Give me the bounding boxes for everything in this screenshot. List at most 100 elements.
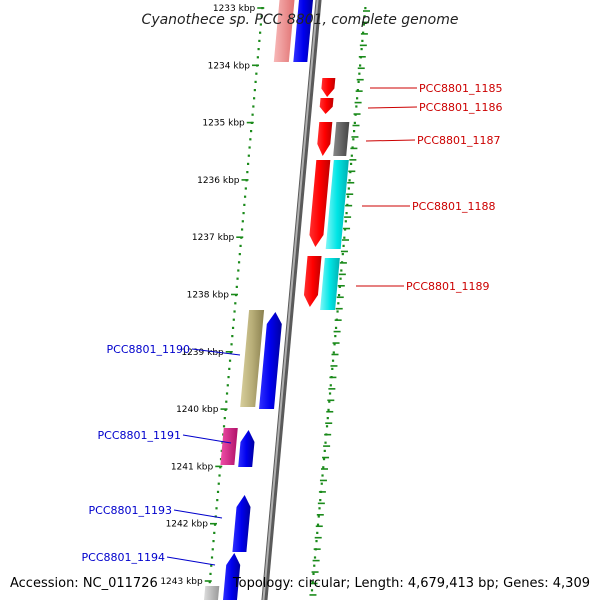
left-guide-dot [260,15,263,18]
right-guide-dot [363,15,366,18]
left-guide-dot [241,220,244,223]
leader-line [365,139,416,142]
gene-label-pcc8801-1189: PCC8801_1189 [406,280,489,293]
left-guide-dot [242,212,245,215]
left-guide-dot [253,89,256,92]
right-guide-dot [322,466,325,469]
left-guide-dot [246,171,249,174]
left-guide-dot [210,556,214,559]
leader-line [166,556,216,566]
gene-shape [293,0,314,62]
gene-shape [320,258,340,310]
right-guide-dot [328,392,332,395]
left-guide-dot [213,531,216,534]
kbp-tick-label: 1241 kbp [171,462,214,472]
right-guide-dot [362,31,365,34]
right-guide-dot [364,7,367,10]
right-guide-dot [310,589,314,592]
kbp-scale: 1233 kbp 1234 kbp 1235 kbp 1236 kbp 1237 kbp… [160,4,255,587]
right-guide-dot [323,449,326,452]
right-guide-dot [352,138,355,141]
left-guide-dot [238,253,241,256]
left-guide-dot [209,572,212,575]
left-guide-dot [217,482,220,485]
right-guide-dot [319,499,322,502]
right-guide-dot [316,523,320,526]
right-guide-dot [342,244,345,247]
leader-line [173,509,223,519]
accession-text: Accession: NC_011726 [10,576,158,591]
right-guide-dot [352,130,356,133]
left-guide-dot [231,326,235,329]
right-guide-dot [328,400,331,403]
left-guide-dot [225,400,228,403]
left-guide-dot [252,105,255,108]
right-guide-dot [343,236,346,239]
left-guide-dot [249,138,252,141]
left-guide-dot [226,384,229,387]
right-guide-dot [358,72,361,75]
left-guide-dot [227,376,230,379]
right-guide-dot [322,458,326,461]
left-guide-dot [233,310,236,313]
gene-shape-pcc8801-1193 [232,495,251,552]
right-guide-dot [339,277,342,280]
topology-text: Topology: circular; Length: 4,679,413 bp… [232,576,590,591]
gene-label-pcc8801-1193: PCC8801_1193 [89,504,172,517]
genome-backbone [261,0,322,600]
right-guide-dot [331,367,334,370]
right-guide-dot [338,285,341,288]
right-guide-dot [337,294,341,297]
left-guide-dot [222,425,226,428]
right-guide-dot [344,220,347,223]
gene-label-pcc8801-1190: PCC8801_1190 [107,343,190,356]
left-guide-dot [237,269,240,272]
left-guide-dot [228,359,232,362]
right-guide-dot [329,384,332,387]
gene-shape-pcc8801-1185 [321,78,336,97]
right-guide-dot [337,302,340,305]
left-guide-dot [240,228,244,231]
leader-line [191,348,241,356]
right-guide-dot [316,531,319,534]
right-guide-dot [332,351,335,354]
left-guide-dot [230,343,233,346]
gene-features [204,0,350,600]
left-guide-dot [216,490,220,493]
left-guide-dot [237,261,241,264]
left-guide-dot [246,162,250,165]
right-guide-dot [357,80,360,83]
left-guide-dot [212,540,215,543]
right-guide-dot [326,417,329,420]
kbp-tick-label: 1237 kbp [192,233,235,243]
left-guide-dot [251,113,254,116]
left-guide-dot [259,23,262,26]
right-guide-dot [320,482,323,485]
left-guide-dot [218,474,221,477]
gene-shape-pcc8801-1186 [319,98,334,114]
gene-shape-pcc8801-1191 [220,428,238,465]
kbp-tick-label: 1236 kbp [197,176,240,186]
right-guide-dot [360,48,363,51]
gene-shape [325,160,349,249]
right-guide-dot [359,64,362,67]
right-guide-dot [331,359,335,362]
right-guide-dot [318,507,321,510]
gene-shape [333,122,350,156]
left-guide-dot [243,203,246,206]
right-guide-dot [356,89,359,92]
gene-shape [273,0,295,62]
left-guide-dot [236,277,239,280]
backbone-highlight [262,0,319,600]
track-guides [204,7,370,596]
left-guide-dot [258,39,261,42]
kbp-tick-label: 1235 kbp [202,119,245,129]
left-guide-dot [235,285,238,288]
left-guide-dot [257,48,260,51]
gene-labels: PCC8801_1185 PCC8801_1186 PCC8801_1187 PCC8… [82,82,502,566]
right-guide-dot [315,540,318,543]
right-guide-dot [324,441,327,444]
right-guide-dot [355,97,359,100]
right-guide-dot [362,23,365,26]
